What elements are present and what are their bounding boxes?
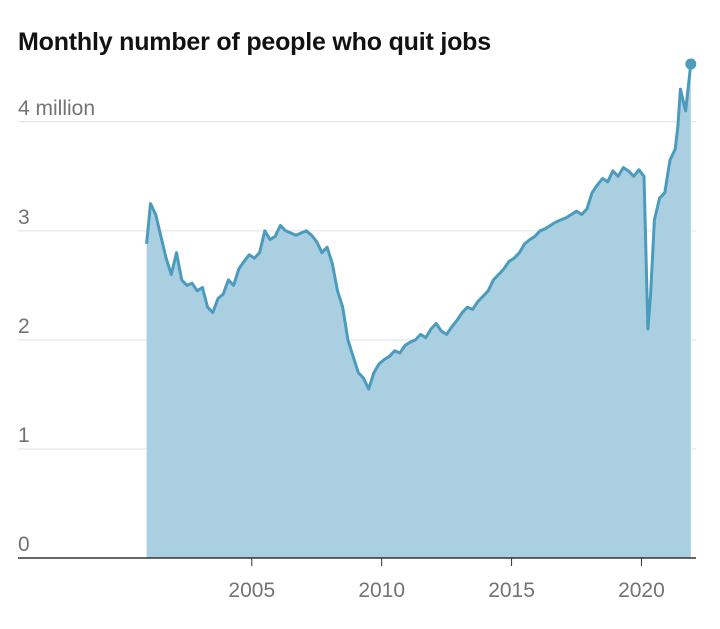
y-tick-label-3: 3 [18,206,30,229]
y-tick-labels: 0 1 2 3 4 million [18,97,95,556]
y-tick-label-2: 2 [18,315,30,338]
x-tick-label-2010: 2010 [358,579,405,602]
x-tick-labels: 2005 2010 2015 2020 [228,558,665,602]
y-tick-label-1: 1 [18,424,30,447]
y-tick-label-4: 4 million [18,97,95,120]
latest-value-point [685,58,697,70]
x-tick-label-2020: 2020 [618,579,665,602]
series-line [145,63,693,391]
x-tick-label-2015: 2015 [488,579,535,602]
series-area-fill [146,64,691,558]
y-tick-label-0: 0 [18,533,30,556]
x-tick-label-2005: 2005 [228,579,275,602]
chart-title: Monthly number of people who quit jobs [18,28,491,56]
